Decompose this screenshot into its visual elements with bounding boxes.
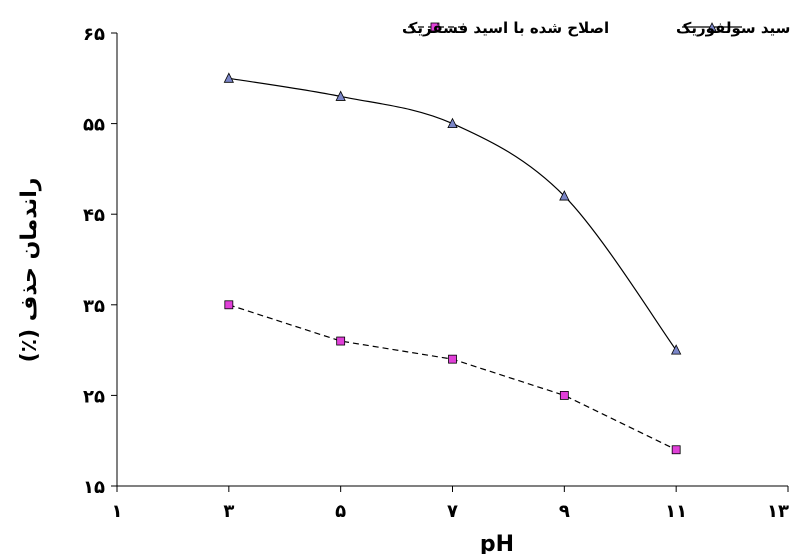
x-tick-label: ۱ [112,501,123,522]
legend-sulfuric-label: اصلاح شده با اسید سولفوریک [676,19,791,37]
y-tick-label: ۵۵ [83,115,105,136]
x-tick-label: ۹ [559,501,570,522]
x-tick-label: ۵ [335,501,346,522]
x-tick-label: ۱۳ [767,501,789,522]
series-layer [223,72,682,455]
series-line-0 [228,77,677,351]
data-point [671,445,681,455]
x-tick-label: ۱۱ [665,501,687,522]
legend-phosphoric-marker-icon [430,22,440,32]
x-tick-label: ۳ [223,501,234,522]
legend: اصلاح شده با اسید سولفوریک اصلاح شده با … [402,19,791,37]
data-point [223,72,234,83]
y-tick-label: ۲۵ [83,386,105,407]
y-tick-label: ۱۵ [83,477,105,498]
data-point [447,117,458,128]
data-point [559,190,570,201]
data-point [335,90,346,101]
y-tick-label: ۳۵ [83,296,105,317]
y-tick-label: ۶۵ [83,24,105,45]
data-point [671,344,682,355]
data-point [559,390,569,400]
x-tick-label: ۷ [447,501,458,522]
y-ticks: ۱۵ ۲۵ ۳۵ ۴۵ ۵۵ ۶۵ [83,24,117,498]
series-line-1 [228,304,677,451]
legend-sulfuric-marker-icon [707,22,717,32]
axes [116,33,788,487]
x-ticks: ۱ ۳ ۵ ۷ ۹ ۱۱ ۱۳ [112,486,789,522]
data-point [336,336,346,346]
y-axis-title: راندمان حذف (٪) [17,178,42,363]
data-point [224,300,234,310]
data-point [448,354,457,364]
x-axis-title: pH [480,532,514,554]
y-tick-label: ۴۵ [83,205,105,226]
legend-phosphoric-label: اصلاح شده با اسید فسفریک [402,19,609,37]
